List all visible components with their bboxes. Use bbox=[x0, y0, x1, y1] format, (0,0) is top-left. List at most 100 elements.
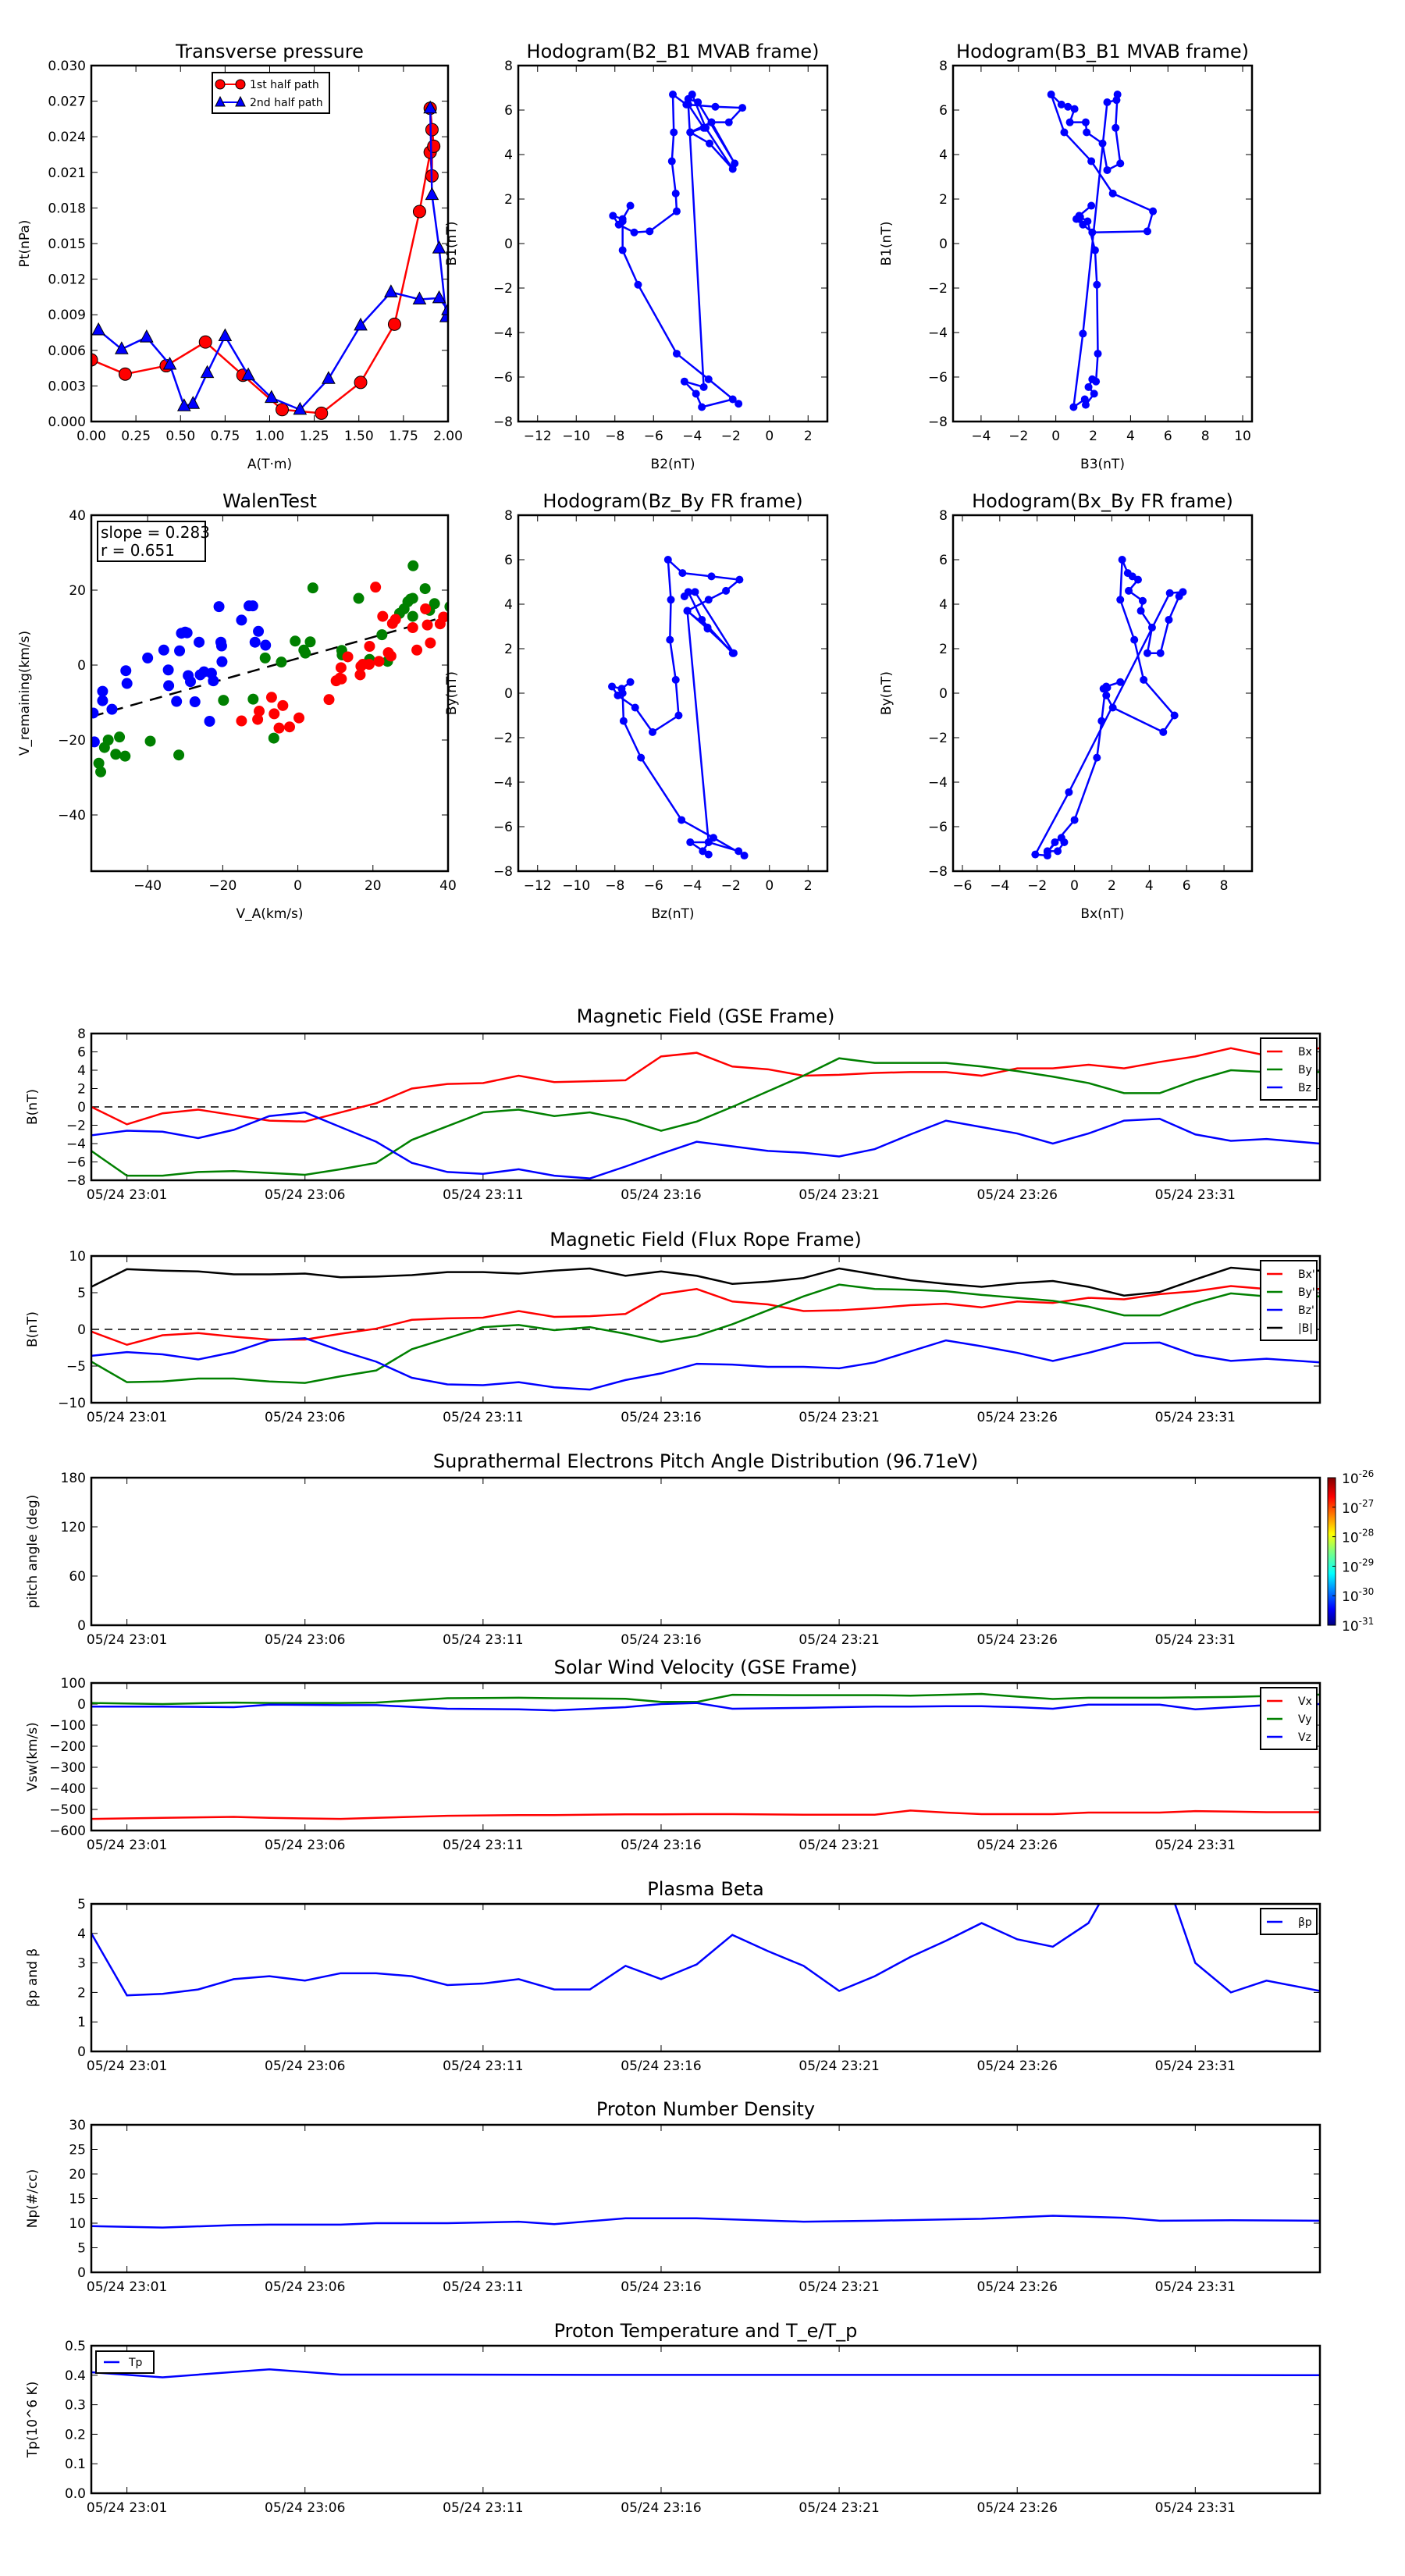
series-line-Bx bbox=[91, 1047, 1320, 1126]
proton_density-plot-layer bbox=[91, 2215, 1320, 2229]
time-tick-label: 05/24 23:06 bbox=[265, 2279, 345, 2295]
colorbar-tick-base: 10 bbox=[1342, 1589, 1359, 1605]
y-tick-label: 6 bbox=[504, 553, 513, 568]
colorbar-tick-label: 10-28 bbox=[1342, 1528, 1374, 1546]
r-annotation: r = 0.651 bbox=[101, 541, 175, 560]
time-tick-label: 05/24 23:26 bbox=[977, 1838, 1058, 1853]
time-tick-label: 05/24 23:31 bbox=[1155, 2500, 1236, 2516]
data-point bbox=[186, 396, 201, 409]
chart-title: Magnetic Field (GSE Frame) bbox=[577, 1005, 835, 1027]
data-point bbox=[1130, 635, 1139, 644]
x-tick-label: 1.00 bbox=[255, 429, 285, 444]
data-point bbox=[674, 711, 683, 720]
time-tick-label: 05/24 23:31 bbox=[1155, 1632, 1236, 1648]
legend-label: Bx' bbox=[1298, 1268, 1315, 1281]
scatter-point-red bbox=[236, 715, 247, 727]
y-tick-label: 2 bbox=[77, 1985, 86, 2001]
y-tick-label: 0.009 bbox=[48, 308, 86, 323]
data-point bbox=[1165, 615, 1173, 624]
data-point bbox=[709, 834, 717, 842]
data-point bbox=[669, 91, 677, 99]
proton_temperature-axes-frame bbox=[90, 2344, 1321, 2495]
y-tick-label: 0.3 bbox=[65, 2398, 86, 2414]
x-tick-label: −2 bbox=[721, 878, 741, 894]
data-point bbox=[1064, 102, 1072, 111]
legend-label: By' bbox=[1298, 1286, 1315, 1299]
data-point bbox=[671, 189, 680, 197]
data-point bbox=[684, 100, 692, 109]
y-tick-label: −600 bbox=[49, 1823, 86, 1839]
y-tick-label: 0.012 bbox=[48, 272, 86, 288]
scatter-point-red bbox=[425, 637, 436, 649]
data-point bbox=[699, 382, 708, 391]
y-tick-label: 0 bbox=[77, 1322, 86, 1338]
x-tick-label: 0.00 bbox=[76, 429, 106, 444]
transverse_pressure-plot-area bbox=[91, 66, 448, 422]
scatter-point-red bbox=[277, 699, 289, 711]
x-tick-label: 0.25 bbox=[121, 429, 151, 444]
data-point bbox=[1116, 159, 1125, 168]
data-point bbox=[1125, 586, 1133, 595]
data-point bbox=[423, 100, 437, 114]
legend-marker bbox=[215, 79, 226, 90]
y-tick-label: −6 bbox=[493, 820, 513, 835]
data-point bbox=[618, 217, 627, 226]
y-tick-label: −8 bbox=[66, 1173, 86, 1189]
y-axis-label: V_remaining(km/s) bbox=[17, 631, 33, 756]
data-point bbox=[140, 329, 154, 343]
time-tick-label: 05/24 23:11 bbox=[443, 2500, 523, 2516]
plasma_beta-plot-area bbox=[91, 1904, 1320, 2051]
hodogram_bz_by-chart: Hodogram(Bz_By FR frame) −12 −10 −8 −6 −4 −2 0 2… bbox=[444, 490, 829, 922]
data-point bbox=[738, 104, 747, 112]
time-tick-label: 05/24 23:11 bbox=[443, 2058, 523, 2074]
data-point bbox=[649, 728, 657, 736]
data-point bbox=[678, 816, 686, 824]
y-tick-label: −2 bbox=[66, 1119, 86, 1134]
x-tick-label: −40 bbox=[133, 878, 162, 894]
scatter-point-blue bbox=[181, 627, 193, 639]
y-tick-label: 0.000 bbox=[48, 415, 86, 430]
data-point bbox=[626, 201, 635, 210]
data-point bbox=[162, 356, 177, 370]
data-point bbox=[1118, 556, 1126, 564]
x-axis-label: A(T·m) bbox=[247, 457, 292, 472]
data-point bbox=[678, 569, 687, 578]
y-tick-label: −8 bbox=[493, 864, 513, 880]
data-point bbox=[618, 246, 627, 254]
time-tick-label: 05/24 23:16 bbox=[621, 2279, 701, 2295]
data-point bbox=[1147, 623, 1156, 632]
data-point bbox=[354, 317, 368, 331]
y-tick-label: −200 bbox=[49, 1739, 86, 1755]
b_gse-chart: Magnetic Field (GSE Frame) 05/24 23:01 05/… bbox=[25, 1005, 1321, 1203]
scatter-point-green bbox=[304, 636, 316, 648]
y-tick-label: 10 bbox=[69, 1249, 86, 1265]
y-tick-label: −8 bbox=[928, 415, 948, 430]
scatter-point-green bbox=[429, 598, 440, 610]
data-point bbox=[1081, 400, 1090, 409]
chart-title: Hodogram(Bx_By FR frame) bbox=[972, 490, 1233, 512]
data-point bbox=[703, 624, 712, 633]
data-point bbox=[200, 365, 215, 379]
scatter-point-green bbox=[444, 601, 448, 612]
y-tick-label: 25 bbox=[69, 2143, 86, 2158]
time-tick-label: 05/24 23:31 bbox=[1155, 1838, 1236, 1853]
data-point bbox=[1093, 753, 1101, 762]
data-point bbox=[1103, 98, 1112, 107]
plasma_beta-axes-frame bbox=[90, 1902, 1321, 2053]
scatter-point-blue bbox=[216, 656, 228, 667]
series-line-By bbox=[91, 1057, 1320, 1177]
data-point bbox=[1047, 91, 1055, 99]
y-tick-label: 0.018 bbox=[48, 201, 86, 216]
data-point bbox=[1087, 157, 1096, 165]
time-tick-label: 05/24 23:31 bbox=[1155, 1187, 1236, 1203]
colorbar-tick-label: 10-26 bbox=[1342, 1468, 1374, 1487]
colorbar-tick-label: 10-27 bbox=[1342, 1498, 1374, 1517]
x-tick-label: −10 bbox=[562, 878, 590, 894]
data-point bbox=[698, 615, 706, 624]
hodogram_b3_b1-plot-layer bbox=[1047, 91, 1158, 411]
data-point bbox=[728, 395, 737, 404]
y-tick-label: −100 bbox=[49, 1718, 86, 1734]
y-tick-label: 0.1 bbox=[65, 2457, 86, 2472]
data-point bbox=[293, 401, 308, 415]
y-tick-label: 0.021 bbox=[48, 165, 86, 181]
